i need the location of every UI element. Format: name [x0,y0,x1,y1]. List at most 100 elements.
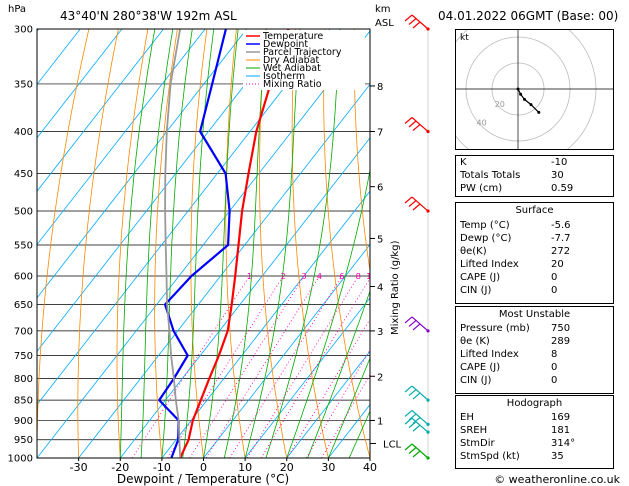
most-unstable-value: 289 [551,336,571,347]
wind-barb-flag [412,424,421,432]
km-label: km [375,4,391,15]
location-label: 43°40'N 280°38'W 192m ASL [60,9,237,23]
hodograph-table-key: EH [460,412,474,423]
pressure-tick-label: 400 [14,127,33,138]
legend-isotherm: Isotherm [263,71,305,82]
wind-barb-flag [408,447,417,454]
dry-adiabat-line [323,29,370,458]
pressure-tick-label: 1000 [8,454,33,465]
pressure-tick-label: 600 [14,271,33,282]
isotherm-line [37,29,331,406]
parcel-trajectory-line [164,29,182,458]
surface-key: Lifted Index [460,259,519,270]
mixing-ratio-line [321,373,370,458]
km-tick-label: 7 [377,128,383,139]
most-unstable-row: θe (K) 289 [456,336,613,348]
surface-key: CAPE (J) [460,272,501,283]
hodograph-ring [456,30,597,149]
pressure-tick-label: 550 [14,240,33,251]
isotherm-line [244,297,370,458]
isotherm-line [203,243,370,458]
most-unstable-value: 0 [551,362,558,373]
surface-value: 0 [551,285,558,296]
grid-layer [37,29,370,458]
pressure-tick-label: 450 [14,169,33,180]
dry-adiabat-line [154,29,178,458]
hodograph-table-title: Hodograph [506,398,563,409]
wind-barb-flag [412,203,421,211]
series-layer: 1 2 3 4 6 8 10 15 20 25 [158,29,370,458]
temperature-tick-label: 40 [363,461,377,474]
hodograph-point [523,97,526,101]
asl-label: ASL [375,18,394,29]
hodograph-kt-label: kt [460,33,469,43]
surface-row: Dewp (°C) -7.7 [456,233,613,245]
surface-value: 0 [551,272,558,283]
pressure-tick-label: 950 [14,435,33,446]
wind-barb-flag [412,416,421,424]
mixing-ratio-label: 8 [356,272,361,281]
wind-barb-flag [404,409,413,417]
wet-adiabat-line [244,29,301,458]
surface-panel: Surface Temp (°C) -5.6 Dewp (°C) -7.7 θe… [455,202,614,304]
legend: Temperature Dewpoint Parcel Trajectory D… [243,30,365,90]
index-key: Totals Totals [460,170,521,181]
surface-value: 272 [551,246,571,257]
mixing-ratio-line [131,275,250,458]
wet-adiabat-line [307,289,370,458]
temperature-tick-label: 0 [200,461,207,474]
most-unstable-title: Most Unstable [498,309,571,320]
isotherm-line [37,29,164,192]
legend-background [243,30,365,90]
wind-barb-flag [404,417,413,425]
pressure-tick-label: 300 [14,25,33,36]
index-value: 0.59 [551,183,574,194]
wind-barb-flag [408,120,417,128]
isotherm-line [78,83,370,458]
axis-layer: 3003504004505005506006507007508008509009… [8,25,402,475]
wind-barb-flag [404,316,413,324]
wind-barb-flag [408,413,417,421]
surface-key: θe(K) [460,246,487,257]
mixing-ratio-line [205,275,320,458]
dry-adiabat-line [353,29,370,274]
km-tick-label: 3 [377,327,383,338]
most-unstable-key: CIN (J) [460,375,492,386]
mixing-ratio-line [246,275,359,458]
wind-barb-flag [408,200,417,207]
wet-adiabat-line [119,29,156,458]
most-unstable-key: Pressure (mb) [460,323,530,334]
indices-panel: K -10 Totals Totals 30 PW (cm) 0.59 [455,155,614,197]
index-value: -10 [551,157,568,168]
hodograph-table-value: 169 [551,412,571,423]
isotherm-line [37,30,370,458]
surface-key: Temp (°C) [460,220,510,231]
mixing-ratio-label: 4 [317,272,322,281]
most-unstable-value: 0 [551,375,558,386]
dry-adiabat-line [77,29,119,458]
wet-adiabat-line [286,167,370,458]
lcl-label: LCL [383,439,402,450]
temperature-tick-label: -20 [111,461,129,474]
wet-adiabat-line [265,29,341,458]
wet-adiabat-line [348,410,370,458]
valid-time-label: 04.01.2022 06GMT (Base: 00) [438,9,618,23]
most-unstable-row: CAPE (J) 0 [456,362,613,374]
surface-row: CAPE (J) 0 [456,272,613,284]
wind-barb-flag [408,389,417,397]
hodograph-point [529,103,533,107]
km-tick-label: 6 [377,183,383,194]
index-row: K -10 [456,157,613,169]
index-row: PW (cm) 0.59 [456,183,613,195]
km-tick-label: 5 [377,234,383,245]
mixing-ratio-label: 6 [339,272,344,281]
legend-wet-adiabat: Wet Adiabat [263,63,321,74]
wet-adiabat-line [203,29,239,458]
temperature-tick-label: 30 [321,461,335,474]
most-unstable-row: Lifted Index 8 [456,349,613,361]
x-axis-label: Dewpoint / Temperature (°C) [117,472,289,486]
hodograph-point [519,92,523,96]
